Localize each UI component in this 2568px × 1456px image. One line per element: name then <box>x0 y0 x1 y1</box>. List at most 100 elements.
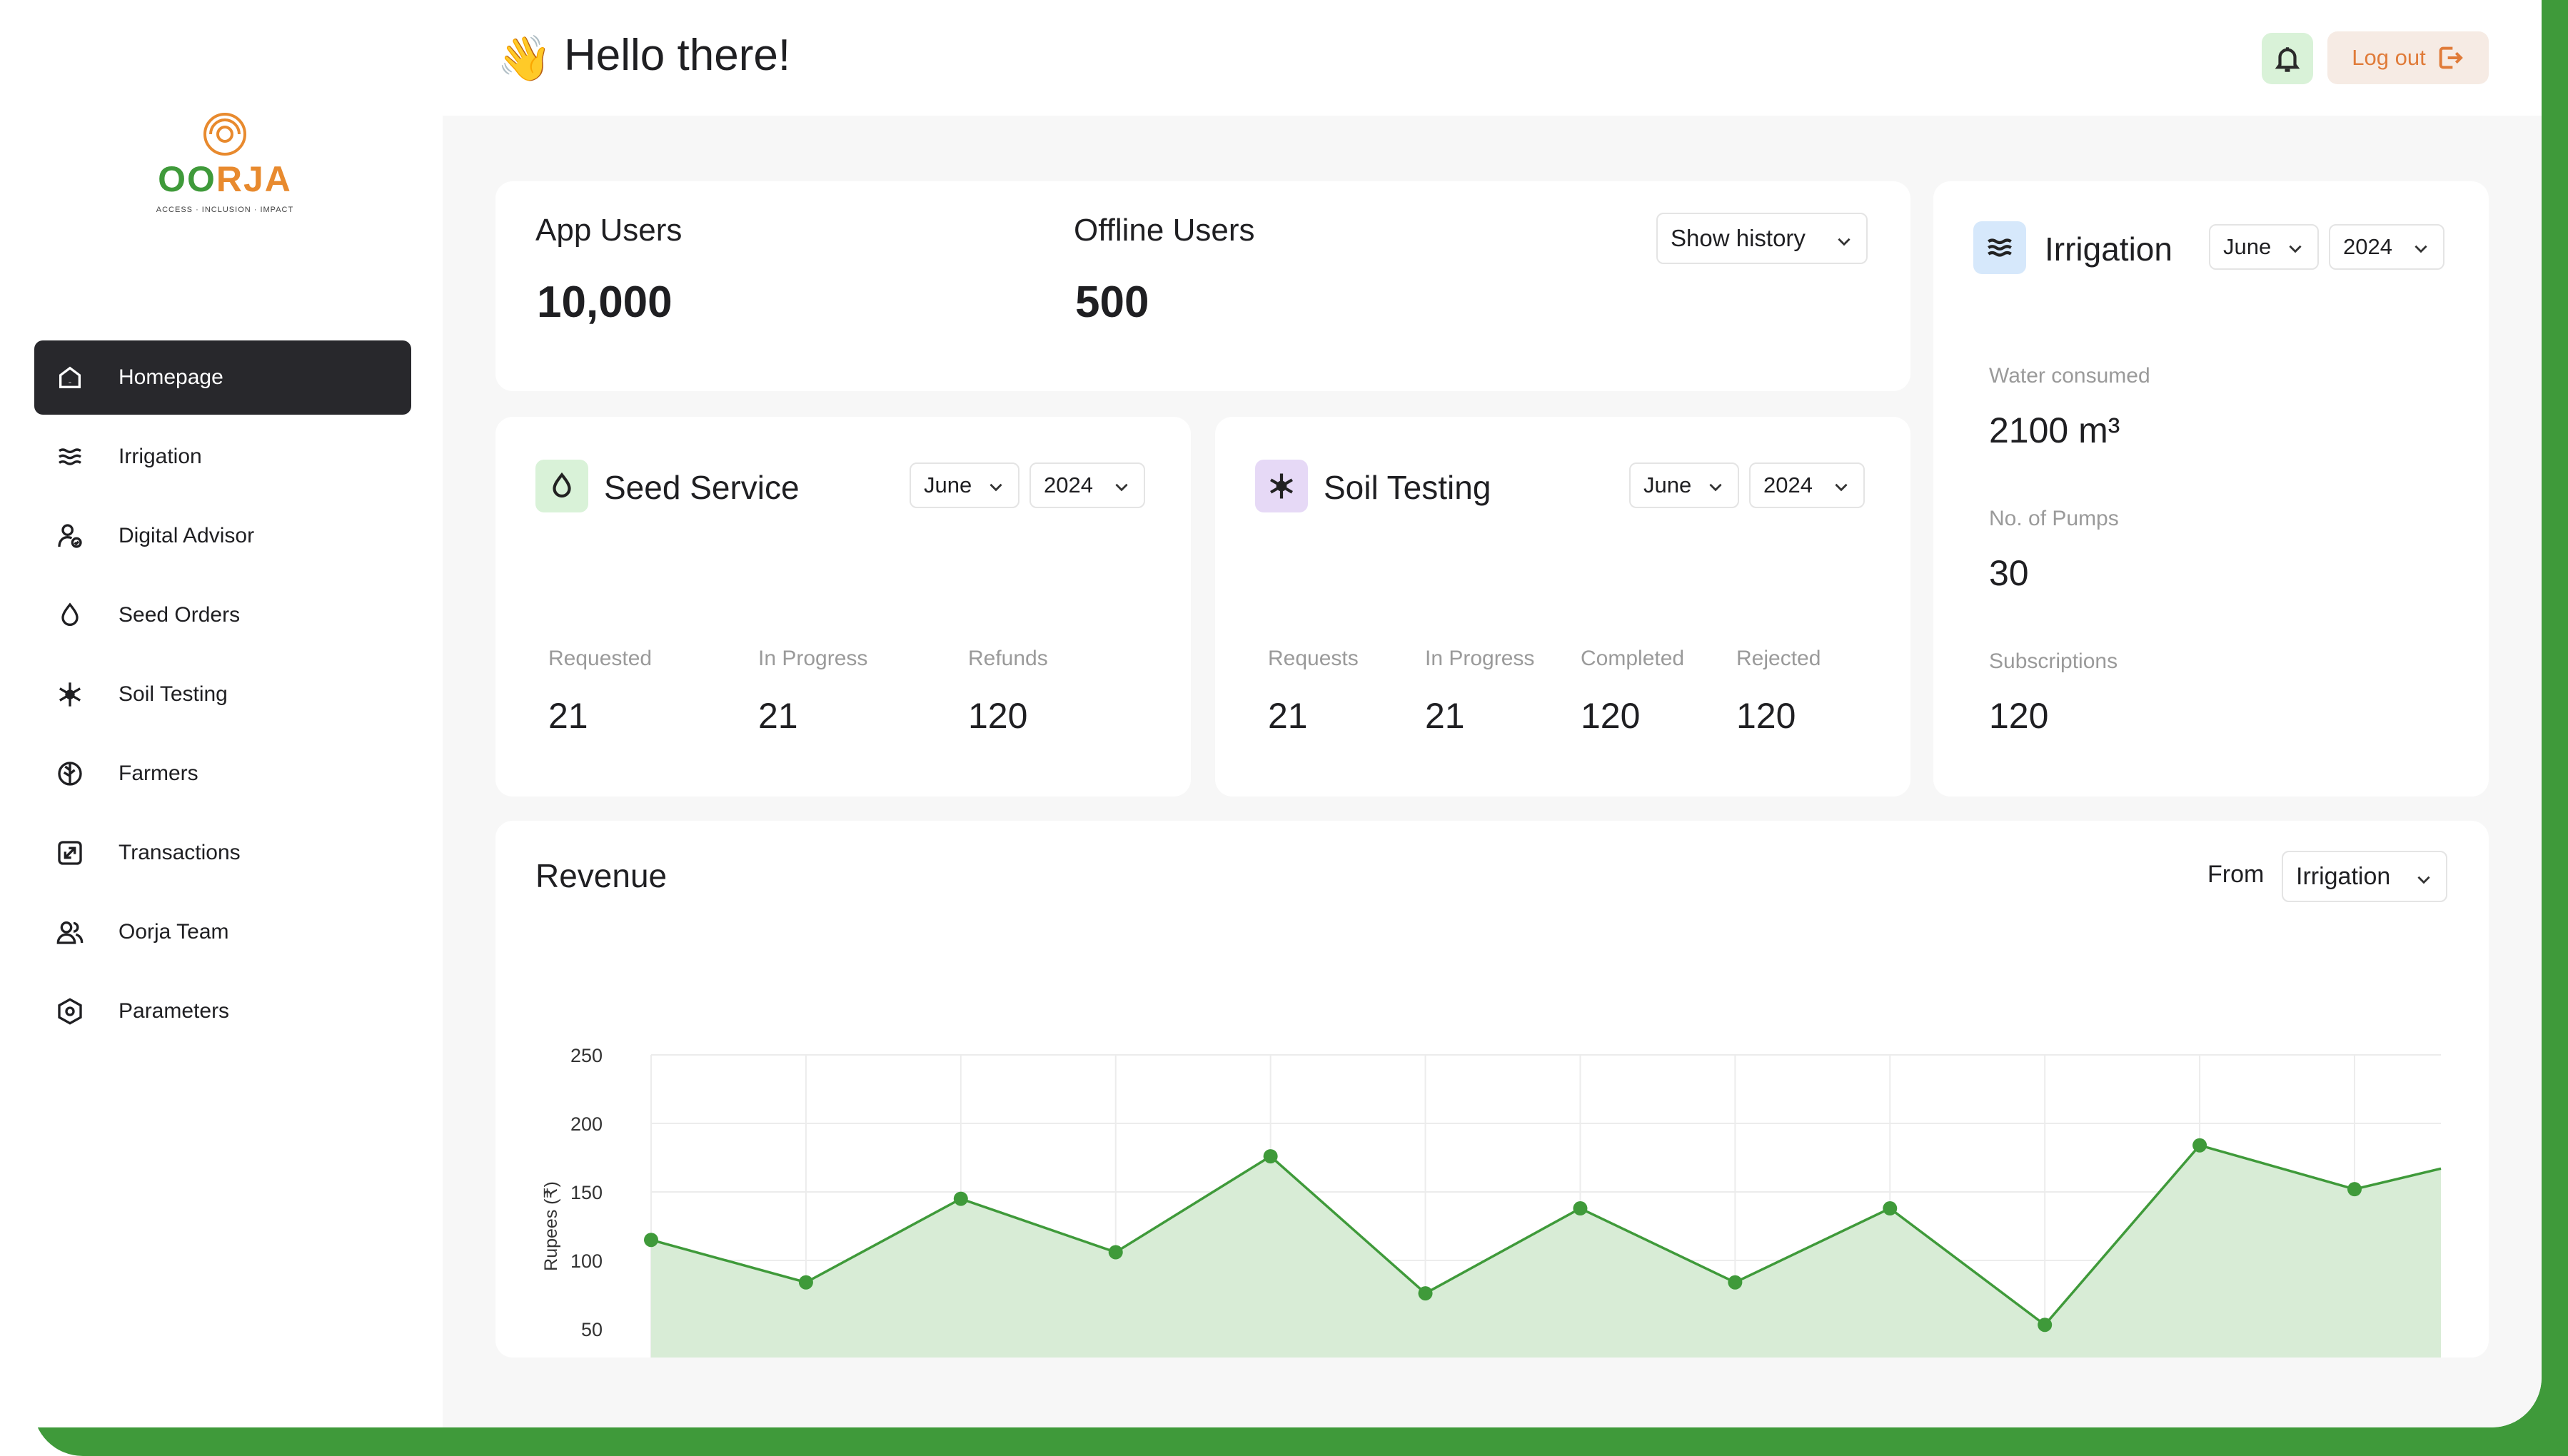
y-axis-title: Rupees (₹) <box>541 1181 561 1271</box>
revenue-point[interactable] <box>2038 1318 2053 1333</box>
seed-year-value: 2024 <box>1044 472 1093 497</box>
irrigation-stat-label: Water consumed <box>1989 364 2150 388</box>
revenue-point[interactable] <box>1883 1201 1898 1216</box>
waves-icon <box>54 441 86 472</box>
soil-testing-card: Soil Testing June 2024 Requests 21 In Pr… <box>1215 417 1910 797</box>
chevron-down-icon <box>1112 476 1131 495</box>
irrigation-card: Irrigation June 2024 Water consumed 2100… <box>1933 181 2489 797</box>
revenue-point[interactable] <box>2192 1138 2207 1153</box>
seed-year-select[interactable]: 2024 <box>1029 462 1145 508</box>
revenue-point[interactable] <box>1108 1245 1123 1260</box>
show-history-dropdown[interactable]: Show history <box>1656 213 1868 264</box>
revenue-point[interactable] <box>644 1233 658 1248</box>
irrigation-year-value: 2024 <box>2343 234 2392 259</box>
revenue-chart: 050100150200250JanFebMarAprMayJuneJulyAu… <box>541 1045 2442 1358</box>
hexagon-icon <box>54 996 86 1027</box>
sidebar-item-label: Digital Advisor <box>119 524 255 547</box>
sidebar-item-label: Oorja Team <box>119 920 229 944</box>
top-header: 👋 Hello there! Log out <box>443 0 2542 116</box>
chevron-down-icon <box>2286 238 2305 256</box>
logout-icon <box>2439 46 2463 69</box>
logout-button[interactable]: Log out <box>2327 31 2489 84</box>
logo-word-o: OO <box>158 159 216 199</box>
user-check-icon <box>54 520 86 552</box>
soil-stat-value: 120 <box>1736 696 1796 736</box>
sidebar-item-homepage[interactable]: Homepage <box>34 340 411 415</box>
y-tick-label: 100 <box>570 1250 603 1272</box>
revenue-point[interactable] <box>2347 1182 2362 1197</box>
bell-icon <box>2275 47 2300 72</box>
sun-swirl-icon <box>203 113 246 156</box>
seed-stat-label: Refunds <box>968 647 1048 670</box>
soil-stat-label: Rejected <box>1736 647 1821 670</box>
sidebar-item-irrigation[interactable]: Irrigation <box>34 420 411 494</box>
snowflake-icon <box>1270 473 1293 499</box>
revenue-source-select[interactable]: Irrigation <box>2282 851 2447 902</box>
seed-stat-value: 21 <box>548 696 588 736</box>
sidebar-item-farmers[interactable]: Farmers <box>34 737 411 811</box>
sidebar-item-digital-advisor[interactable]: Digital Advisor <box>34 499 411 573</box>
revenue-point[interactable] <box>1573 1201 1588 1216</box>
sidebar-item-label: Parameters <box>119 999 230 1023</box>
logout-label: Log out <box>2352 45 2426 70</box>
revenue-point[interactable] <box>953 1191 968 1206</box>
home-icon <box>54 362 86 393</box>
soil-stat-label: Requests <box>1268 647 1359 670</box>
seed-stat-value: 21 <box>758 696 798 736</box>
leaf-icon <box>54 758 86 789</box>
revenue-source-value: Irrigation <box>2296 862 2391 890</box>
chevron-down-icon <box>1706 476 1725 495</box>
offline-users-value: 500 <box>1075 278 1149 327</box>
revenue-point[interactable] <box>1728 1275 1743 1290</box>
logo-wordmark: OORJA <box>153 158 296 200</box>
soil-icon-box <box>1255 460 1308 512</box>
irrigation-month-select[interactable]: June <box>2209 224 2319 270</box>
sidebar-item-seed-orders[interactable]: Seed Orders <box>34 578 411 652</box>
soil-stat-value: 120 <box>1581 696 1641 736</box>
soil-testing-title: Soil Testing <box>1324 469 1491 506</box>
sidebar-item-label: Irrigation <box>119 445 202 468</box>
revenue-point[interactable] <box>798 1275 813 1290</box>
main-content: App Users 10,000 Offline Users 500 Show … <box>443 116 2542 1427</box>
irrigation-stat-label: No. of Pumps <box>1989 507 2119 530</box>
seed-stat-value: 120 <box>968 696 1028 736</box>
droplet-icon <box>54 600 86 631</box>
irrigation-stat-value: 120 <box>1989 696 2049 736</box>
sidebar-item-label: Farmers <box>119 762 198 785</box>
y-tick-label: 200 <box>570 1113 603 1135</box>
irrigation-year-select[interactable]: 2024 <box>2329 224 2444 270</box>
chevron-down-icon <box>2415 867 2433 886</box>
notifications-button[interactable] <box>2262 33 2313 84</box>
users-icon <box>54 916 86 948</box>
irrigation-stat-label: Subscriptions <box>1989 649 2118 673</box>
soil-year-select[interactable]: 2024 <box>1749 462 1865 508</box>
sidebar-item-label: Soil Testing <box>119 682 228 706</box>
oorja-logo: OORJA ACCESS · INCLUSION · IMPACT <box>153 107 296 228</box>
arrows-icon <box>54 837 86 869</box>
revenue-point[interactable] <box>1418 1286 1433 1301</box>
irrigation-title: Irrigation <box>2045 231 2172 268</box>
sidebar-item-label: Homepage <box>119 365 223 389</box>
sidebar-item-transactions[interactable]: Transactions <box>34 816 411 890</box>
revenue-point[interactable] <box>1263 1149 1278 1164</box>
show-history-label: Show history <box>1671 225 1806 251</box>
users-card: App Users 10,000 Offline Users 500 Show … <box>495 181 1910 391</box>
irrigation-stat-value: 2100 m³ <box>1989 410 2120 450</box>
irrigation-icon-box <box>1973 221 2026 274</box>
soil-stat-value: 21 <box>1425 696 1465 736</box>
chevron-down-icon <box>987 476 1005 495</box>
sidebar-item-oorja-team[interactable]: Oorja Team <box>34 895 411 969</box>
waves-icon <box>1988 238 2012 257</box>
revenue-area <box>651 1145 2441 1358</box>
soil-month-select[interactable]: June <box>1629 462 1739 508</box>
y-tick-label: 150 <box>570 1182 603 1203</box>
soil-month-value: June <box>1643 472 1692 497</box>
seed-month-select[interactable]: June <box>910 462 1019 508</box>
sidebar-item-soil-testing[interactable]: Soil Testing <box>34 657 411 732</box>
sidebar-item-parameters[interactable]: Parameters <box>34 974 411 1048</box>
sidebar-item-label: Seed Orders <box>119 603 241 627</box>
y-tick-label: 250 <box>570 1045 603 1066</box>
from-label: From <box>2207 861 2265 888</box>
snowflake-icon <box>54 679 86 710</box>
logo-tagline: ACCESS · INCLUSION · IMPACT <box>156 206 294 214</box>
